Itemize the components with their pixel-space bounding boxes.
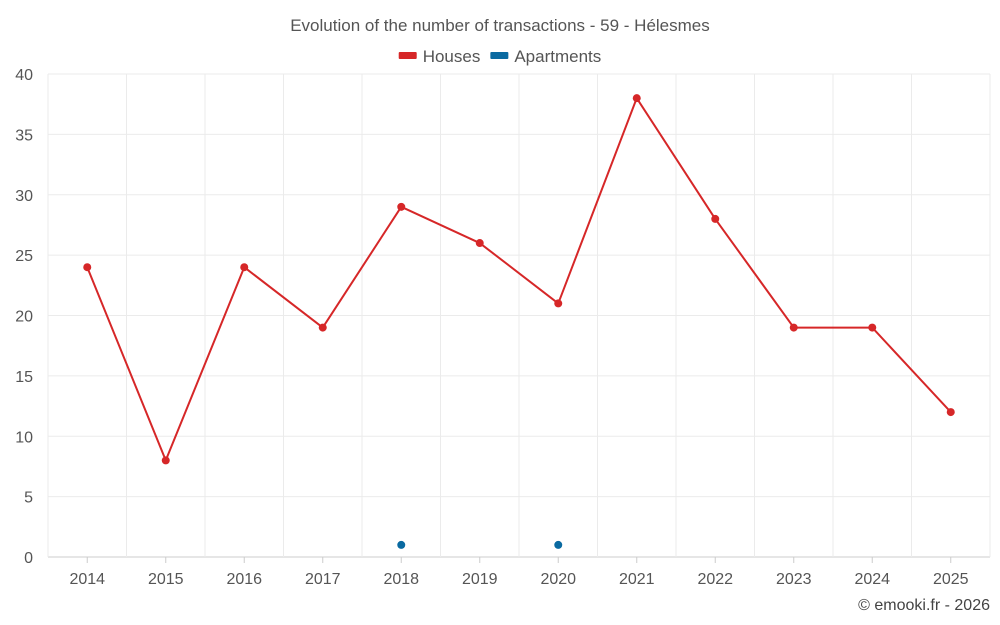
chart-series: [83, 94, 955, 549]
legend-label: Houses: [423, 47, 481, 66]
x-tick-label: 2025: [933, 571, 969, 588]
y-tick-label: 10: [15, 429, 33, 446]
data-point[interactable]: [240, 263, 249, 272]
legend-swatch: [398, 52, 417, 59]
data-point[interactable]: [868, 323, 877, 332]
y-tick-label: 0: [24, 550, 33, 567]
chart-grid: [47, 73, 991, 558]
y-tick-label: 40: [15, 67, 33, 84]
data-point[interactable]: [789, 323, 798, 332]
x-tick-label: 2016: [226, 571, 262, 588]
x-tick-label: 2021: [619, 571, 655, 588]
data-point[interactable]: [83, 263, 92, 272]
data-point[interactable]: [318, 323, 327, 332]
legend-item[interactable]: Apartments: [490, 47, 601, 66]
chart-title: Evolution of the number of transactions …: [290, 16, 710, 35]
data-point[interactable]: [475, 239, 484, 248]
data-point[interactable]: [161, 456, 170, 465]
data-point[interactable]: [632, 94, 641, 103]
x-tick-label: 2022: [697, 571, 733, 588]
legend-label: Apartments: [514, 47, 601, 66]
legend-item[interactable]: Houses: [398, 47, 481, 66]
y-tick-label: 20: [15, 309, 33, 326]
data-point[interactable]: [946, 408, 955, 417]
chart-credit: © emooki.fr - 2026: [858, 597, 990, 614]
x-tick-label: 2024: [854, 571, 890, 588]
y-tick-label: 15: [15, 369, 33, 386]
data-point[interactable]: [397, 540, 406, 549]
data-point[interactable]: [554, 540, 563, 549]
x-axis: 2014 2015 2016 2017 2018 2019 2020 2021 2022 2023…: [69, 557, 969, 588]
series-line: [86, 97, 952, 462]
data-point[interactable]: [554, 299, 563, 308]
data-point[interactable]: [711, 214, 720, 223]
y-axis: 0 5 10 15 20 25 30 35 40: [15, 67, 33, 567]
data-point[interactable]: [397, 202, 406, 211]
y-tick-label: 25: [15, 248, 33, 265]
chart-legend: Houses Apartments: [398, 47, 601, 66]
legend-swatch: [490, 52, 509, 59]
x-tick-label: 2023: [776, 571, 812, 588]
x-tick-label: 2014: [69, 571, 105, 588]
series-houses: [83, 94, 955, 465]
x-tick-label: 2018: [383, 571, 419, 588]
series-apartments: [397, 540, 563, 549]
x-tick-label: 2020: [540, 571, 576, 588]
x-tick-label: 2015: [148, 571, 184, 588]
x-tick-label: 2017: [305, 571, 341, 588]
y-tick-label: 35: [15, 127, 33, 144]
x-tick-label: 2019: [462, 571, 498, 588]
y-tick-label: 5: [24, 490, 33, 507]
y-tick-label: 30: [15, 188, 33, 205]
